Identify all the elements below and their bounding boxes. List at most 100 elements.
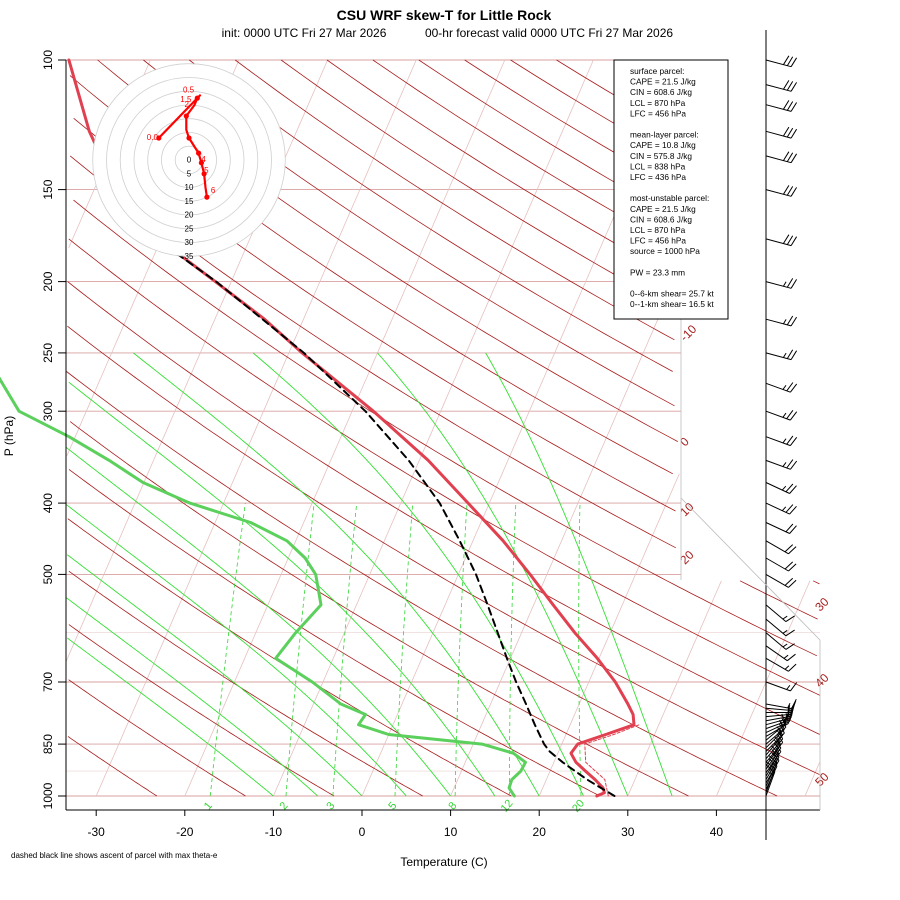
x-tick-label: -30 bbox=[88, 825, 106, 839]
wind-barb bbox=[765, 185, 798, 197]
isotherm-line bbox=[361, 75, 676, 797]
y-tick-label: 850 bbox=[41, 734, 55, 754]
isotherm-line bbox=[95, 59, 417, 797]
wind-barb bbox=[765, 100, 798, 112]
wind-barb bbox=[765, 151, 798, 164]
hodograph-ring-label: 35 bbox=[185, 252, 194, 261]
wind-barb-shape bbox=[765, 540, 797, 555]
wind-barb bbox=[765, 698, 797, 710]
x-tick-label: 0 bbox=[359, 825, 366, 839]
hodograph-ring-label: 0 bbox=[187, 156, 192, 165]
isotherm-line bbox=[450, 273, 679, 797]
hodograph-ring bbox=[147, 118, 231, 202]
wind-barb-shape bbox=[765, 657, 797, 672]
parcel-info-line: CAPE = 21.5 J/kg bbox=[630, 77, 696, 87]
hodograph-point bbox=[201, 171, 207, 177]
wind-barb-shape bbox=[765, 234, 798, 247]
wind-barb-shape bbox=[765, 604, 795, 623]
wind-barb bbox=[765, 382, 798, 393]
dry-adiabat-line bbox=[67, 736, 158, 797]
wind-barb bbox=[765, 632, 795, 650]
hodograph-ring-label: 5 bbox=[187, 169, 192, 178]
wind-barb bbox=[765, 55, 798, 68]
dry-adiabat-line bbox=[68, 624, 335, 797]
wind-barb-shape bbox=[765, 459, 798, 470]
moist-adiabat-line bbox=[252, 352, 584, 797]
wind-barb bbox=[765, 645, 796, 662]
moist-adiabat-line bbox=[66, 554, 363, 797]
hodograph-ring bbox=[133, 104, 245, 216]
parcel-info-line: 0--1-km shear= 16.5 kt bbox=[630, 299, 714, 309]
chart-footnote: dashed black line shows ascent of parcel… bbox=[11, 851, 218, 860]
y-axis-label: P (hPa) bbox=[2, 416, 16, 456]
parcel-info-line: CIN = 608.6 J/kg bbox=[630, 87, 692, 97]
parcel-info-line: CIN = 608.6 J/kg bbox=[630, 214, 692, 224]
dry-adiabat-line bbox=[68, 679, 246, 797]
wind-barb-shape bbox=[765, 349, 798, 361]
wind-barb bbox=[765, 502, 797, 515]
dry-adiabat-line bbox=[739, 580, 818, 620]
wind-barb bbox=[765, 573, 797, 588]
dewpoint-line bbox=[0, 376, 527, 798]
profile-lines bbox=[0, 58, 640, 798]
y-tick-label: 150 bbox=[41, 179, 55, 199]
grid-lines bbox=[65, 59, 821, 797]
dry-adiabat-line bbox=[66, 371, 778, 797]
wind-barb-shape bbox=[765, 315, 798, 327]
wind-barb-shape bbox=[765, 80, 798, 92]
wind-barbs bbox=[765, 30, 798, 840]
parcel-line bbox=[154, 237, 616, 797]
wind-barb-shape bbox=[765, 482, 797, 494]
wind-barb bbox=[765, 410, 798, 421]
moist-adiabat-line bbox=[377, 352, 629, 797]
mixing-ratio-line bbox=[394, 503, 414, 797]
parcel-info-line: PW = 23.3 mm bbox=[630, 267, 685, 277]
wind-barb bbox=[765, 278, 798, 289]
wind-barb-shape bbox=[765, 126, 798, 139]
parcel-info-line: LFC = 436 hPa bbox=[630, 172, 686, 182]
isotherm-line bbox=[804, 762, 820, 797]
hodograph-ring bbox=[106, 77, 272, 243]
mixing-ratio-line bbox=[209, 503, 246, 797]
wind-barb bbox=[765, 349, 798, 361]
mixing-ratio-line bbox=[578, 503, 582, 797]
wind-barb-shape bbox=[765, 185, 798, 197]
hodograph-point bbox=[194, 95, 200, 101]
moist-adiabat-line bbox=[68, 381, 496, 797]
isotherm-line bbox=[627, 580, 722, 797]
y-tick-label: 200 bbox=[41, 271, 55, 291]
dry-adiabat-line bbox=[69, 155, 676, 549]
wind-barb-shape bbox=[765, 55, 798, 68]
hodograph-point bbox=[198, 160, 204, 166]
wind-barb bbox=[765, 126, 798, 139]
hodograph-point bbox=[156, 135, 162, 141]
plot-right-diagonal bbox=[680, 497, 821, 641]
wind-barb-shape bbox=[765, 382, 798, 393]
x-tick-label: 20 bbox=[533, 825, 547, 839]
wind-barb bbox=[765, 657, 797, 672]
hodograph-point bbox=[183, 113, 189, 119]
wind-barb-shape bbox=[765, 522, 797, 534]
dry-adiabat-line bbox=[67, 325, 820, 775]
mixing-ratio-line bbox=[285, 503, 315, 797]
dry-adiabat-line bbox=[68, 570, 423, 797]
wind-barb bbox=[765, 540, 797, 555]
wind-barb bbox=[765, 234, 798, 247]
virtual-temperature-line bbox=[584, 724, 640, 797]
hodograph-height-label: 2 bbox=[185, 100, 190, 109]
wind-barb-shape bbox=[765, 645, 796, 662]
moist-adiabat-line bbox=[485, 352, 673, 797]
isotherm-line bbox=[538, 473, 680, 797]
wind-barb-shape bbox=[765, 151, 798, 164]
chart-subtitle-init: init: 0000 UTC Fri 27 Mar 2026 bbox=[222, 26, 387, 40]
parcel-info-line: LCL = 838 hPa bbox=[630, 161, 686, 171]
mixing-ratio-line bbox=[509, 503, 517, 796]
hodograph-height-label: 0.5 bbox=[183, 85, 195, 94]
hodograph-ring bbox=[161, 132, 217, 188]
wind-barb bbox=[765, 681, 798, 692]
dry-adiabat-line bbox=[67, 281, 821, 735]
hodograph-height-label: 5 bbox=[204, 166, 209, 175]
hodograph-ring-label: 15 bbox=[185, 197, 194, 206]
